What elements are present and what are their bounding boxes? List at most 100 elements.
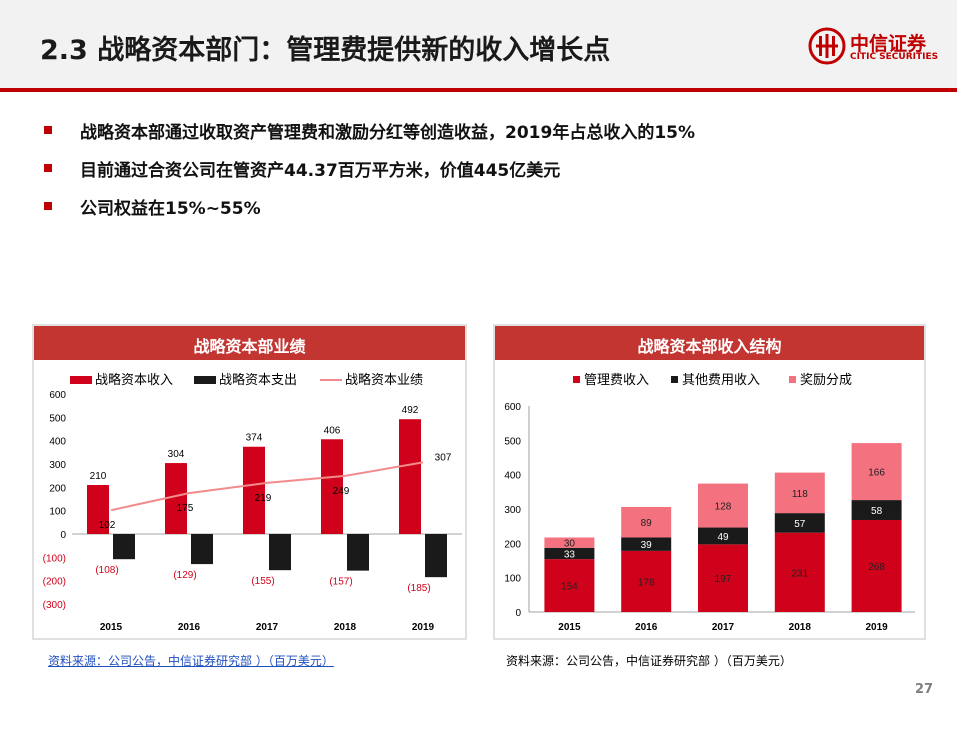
segment-label: 39: [641, 540, 653, 551]
page-title: 2.3 战略资本部门：管理费提供新的收入增长点: [40, 35, 611, 66]
expense-label: (157): [329, 577, 352, 588]
revenue-label: 492: [402, 405, 419, 416]
y-tick-label: 400: [49, 437, 66, 448]
y-tick-label: (200): [43, 577, 66, 588]
y-tick-label: 300: [504, 505, 521, 516]
revenue-bar: [321, 439, 343, 534]
segment-label: 231: [791, 568, 808, 579]
x-tick-label: 2015: [100, 622, 123, 633]
revenue-bar: [165, 463, 187, 534]
segment-label: 154: [561, 582, 578, 593]
segment-label: 89: [641, 518, 653, 529]
header-divider: [0, 88, 957, 92]
legend-label: 战略资本支出: [219, 372, 297, 387]
y-tick-label: 200: [504, 539, 521, 550]
chart-title: 战略资本部收入结构: [637, 337, 782, 356]
revenue-bar: [243, 446, 265, 534]
y-tick-label: 100: [49, 507, 66, 518]
legend-swatch: [671, 376, 678, 383]
expense-bar: [269, 534, 291, 571]
x-tick-label: 2018: [789, 622, 812, 633]
segment-label: 128: [715, 502, 732, 513]
x-tick-label: 2017: [256, 622, 279, 633]
segment-label: 197: [715, 574, 732, 585]
legend-label: 奖励分成: [800, 372, 852, 387]
source-note-link[interactable]: 资料来源：公司公告，中信证券研究部 ）（百万美元）: [48, 654, 334, 668]
expense-bar: [425, 534, 447, 578]
segment-label: 30: [564, 539, 576, 550]
y-tick-label: 400: [504, 471, 521, 482]
other-fee-bar: [851, 500, 902, 520]
x-tick-label: 2015: [558, 622, 581, 633]
revenue-structure-chart-panel: 战略资本部收入结构 管理费收入 其他费用收入 奖励分成 600 500 400 300 200…: [493, 324, 926, 640]
bullet-square-icon: [44, 164, 52, 172]
bullet-text: 目前通过合资公司在管资产44.37百万平方米，价值445亿美元: [80, 161, 561, 181]
y-tick-label: 0: [515, 608, 521, 619]
revenue-bar: [399, 419, 421, 534]
incentive-bar: [698, 483, 748, 528]
expense-label: (108): [95, 565, 118, 576]
expense-label: (155): [251, 576, 274, 587]
y-tick-label: 100: [504, 574, 521, 585]
performance-line: [110, 461, 424, 512]
revenue-label: 210: [90, 471, 107, 482]
performance-chart-panel: 战略资本部业绩 战略资本收入 战略资本支出 战略资本业绩 600 500 400 300 20…: [32, 324, 467, 640]
revenue-label: 304: [168, 449, 185, 460]
chart-title: 战略资本部业绩: [193, 337, 306, 356]
y-tick-label: (300): [43, 600, 66, 611]
expense-label: (129): [173, 570, 196, 581]
page-number: 27: [915, 682, 934, 697]
incentive-bar: [544, 537, 595, 548]
segment-label: 268: [868, 562, 885, 573]
logo-english-text: CITIC SECURITIES: [850, 52, 939, 62]
performance-label: 307: [435, 452, 452, 463]
x-tick-label: 2019: [412, 622, 435, 633]
x-tick-label: 2017: [712, 622, 735, 633]
performance-chart: 战略资本收入 战略资本支出 战略资本业绩 600 500 400 300 200 100 0 (10…: [43, 372, 462, 633]
chart-header: 战略资本部业绩: [34, 326, 465, 360]
mgmt-fee-bar: [544, 559, 595, 612]
mgmt-fee-bar: [774, 532, 825, 612]
segment-label: 49: [717, 532, 729, 543]
mgmt-fee-bar: [851, 519, 902, 612]
segment-label: 166: [868, 468, 885, 479]
legend-swatch: [789, 376, 796, 383]
segment-label: 57: [794, 519, 806, 530]
legend-label: 战略资本收入: [95, 372, 173, 387]
mgmt-fee-bar: [698, 544, 748, 612]
revenue-bar: [87, 485, 109, 534]
x-tick-label: 2016: [635, 622, 658, 633]
y-tick-label: 600: [49, 390, 66, 401]
incentive-bar: [851, 443, 902, 501]
performance-label: 219: [255, 493, 272, 504]
legend-label: 其他费用收入: [682, 372, 760, 387]
other-fee-bar: [698, 527, 748, 545]
legend-swatch: [70, 376, 92, 384]
other-fee-bar: [774, 513, 825, 533]
source-note: 资料来源：公司公告，中信证券研究部 ）（百万美元）: [506, 654, 792, 668]
y-tick-label: 500: [49, 413, 66, 424]
expense-bar: [113, 534, 135, 560]
bullet-square-icon: [44, 202, 52, 210]
segment-label: 178: [638, 577, 655, 588]
bullet-text: 战略资本部通过收取资产管理费和激励分红等创造收益，2019年占总收入的15%: [80, 123, 696, 143]
segment-label: 58: [871, 506, 883, 517]
x-tick-label: 2018: [334, 622, 357, 633]
expense-bar: [191, 534, 213, 565]
y-tick-label: 500: [504, 436, 521, 447]
mgmt-fee-bar: [621, 550, 672, 612]
performance-label: 249: [333, 486, 350, 497]
revenue-label: 374: [246, 433, 263, 444]
legend-swatch: [573, 376, 580, 383]
legend-swatch: [194, 376, 216, 384]
performance-label: 102: [99, 520, 116, 531]
y-tick-label: 0: [60, 530, 66, 541]
bullet-square-icon: [44, 126, 52, 134]
y-tick-label: 300: [49, 460, 66, 471]
segment-label: 118: [792, 489, 808, 500]
incentive-bar: [621, 506, 672, 538]
legend-label: 战略资本业绩: [345, 372, 423, 387]
expense-label: (185): [407, 583, 430, 594]
expense-bar: [347, 534, 369, 571]
other-fee-bar: [621, 537, 672, 551]
